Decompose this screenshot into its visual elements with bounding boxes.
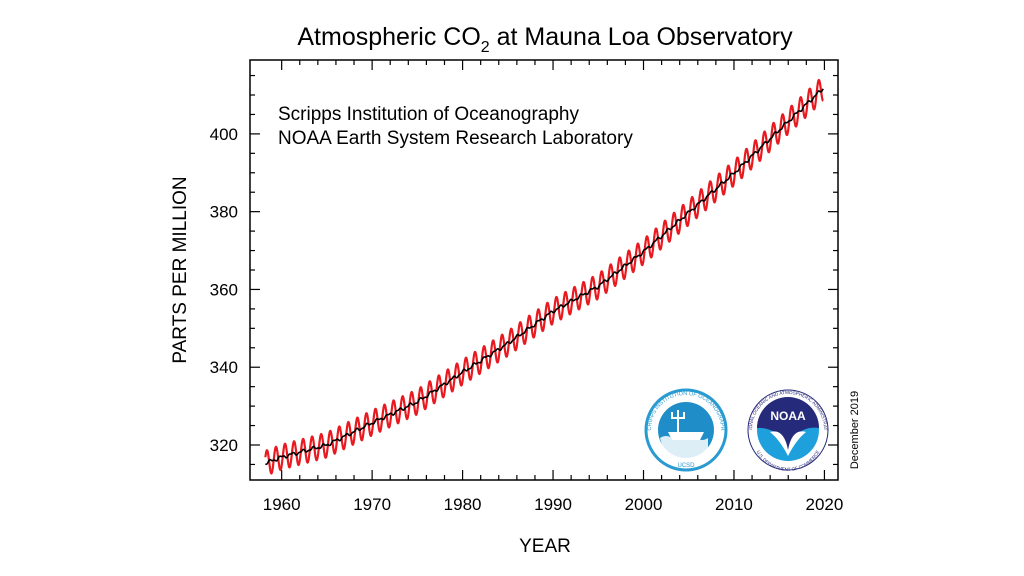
chart-title-subscript: 2	[481, 39, 490, 56]
noaa-center-text: NOAA	[770, 409, 806, 423]
x-tick-label: 2000	[625, 495, 663, 514]
x-tick-label: 2010	[715, 495, 753, 514]
y-axis-label: PARTS PER MILLION	[170, 176, 191, 363]
chart-title: Atmospheric CO2 at Mauna Loa Observatory	[297, 23, 793, 56]
svg-text:Atmospheric CO2 at Mauna Loa O: Atmospheric CO2 at Mauna Loa Observatory	[297, 23, 793, 56]
svg-text:NATIONAL OCEANIC AND ATMOSPHER: NATIONAL OCEANIC AND ATMOSPHERIC ADMINIS…	[0, 0, 828, 431]
seagull-icon	[770, 431, 806, 456]
scripps-ring-text: SCRIPPS INSTITUTION OF OCEANOGRAPHY	[0, 0, 725, 431]
x-tick-label: 1960	[263, 495, 301, 514]
annotation-block: Scripps Institution of Oceanography NOAA…	[278, 104, 633, 149]
chart-title-main: Atmospheric CO	[297, 23, 480, 51]
annotation-noaa: NOAA Earth System Research Laboratory	[278, 128, 633, 149]
trend-co2-line	[265, 88, 824, 466]
scripps-bottom-text: UCSD	[677, 463, 695, 469]
date-note: December 2019	[849, 391, 861, 469]
x-tick-label: 1990	[534, 495, 572, 514]
svg-text:SCRIPPS INSTITUTION OF OCEANOG: SCRIPPS INSTITUTION OF OCEANOGRAPHY	[0, 0, 725, 431]
y-tick-label: 340	[210, 358, 238, 377]
y-tick-label: 380	[210, 203, 238, 222]
y-tick-label: 400	[210, 125, 238, 144]
annotation-scripps: Scripps Institution of Oceanography	[278, 104, 580, 125]
series-layer	[264, 79, 824, 475]
x-tick-label: 2020	[806, 495, 844, 514]
wave-icon	[660, 436, 708, 459]
chart-title-rest: at Mauna Loa Observatory	[490, 23, 793, 51]
trident-icon	[671, 410, 685, 432]
plot-area: 1960 1970 1980 1990 2000 2010 2020 320 340 360 380…	[210, 59, 844, 514]
scripps-logo: SCRIPPS INSTITUTION OF OCEANOGRAPHY UCSD	[0, 0, 728, 472]
x-axis-label: YEAR	[519, 536, 571, 557]
y-tick-label: 320	[210, 436, 238, 455]
y-tick-label: 360	[210, 280, 238, 299]
noaa-sky	[757, 397, 819, 450]
x-tick-label: 1980	[444, 495, 482, 514]
x-tick-label: 1970	[353, 495, 391, 514]
noaa-ring-text: NATIONAL OCEANIC AND ATMOSPHERIC ADMINIS…	[0, 0, 828, 431]
ship-icon	[668, 432, 704, 440]
